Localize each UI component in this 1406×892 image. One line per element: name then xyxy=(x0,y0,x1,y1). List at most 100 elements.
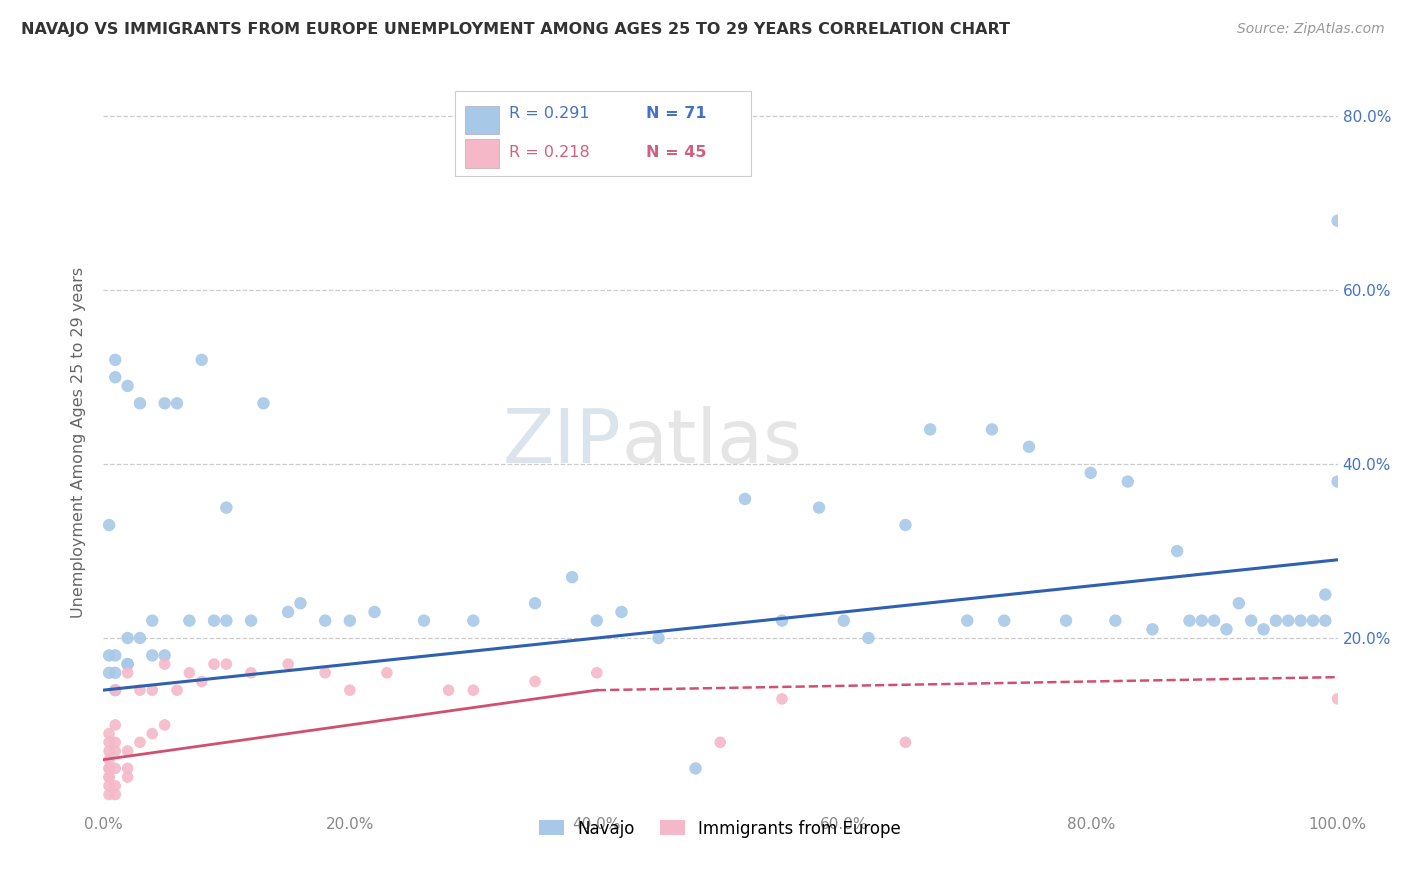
Point xyxy=(117,657,139,672)
Point xyxy=(685,761,707,775)
Point xyxy=(98,726,121,740)
Point xyxy=(463,614,485,628)
Point xyxy=(98,761,121,775)
Point xyxy=(190,352,212,367)
Point xyxy=(117,379,139,393)
Point xyxy=(894,735,917,749)
Text: ZIP: ZIP xyxy=(503,406,621,479)
Point xyxy=(1178,614,1201,628)
Point xyxy=(153,657,176,672)
Point xyxy=(179,614,201,628)
Point xyxy=(141,614,163,628)
Point xyxy=(314,665,336,680)
Point xyxy=(104,761,127,775)
Point xyxy=(980,422,1002,436)
Point xyxy=(709,735,731,749)
Point xyxy=(1240,614,1263,628)
Point xyxy=(339,614,361,628)
Text: R = 0.291: R = 0.291 xyxy=(509,106,589,121)
Point xyxy=(277,657,299,672)
Point xyxy=(1018,440,1040,454)
Point xyxy=(1326,213,1348,227)
Point xyxy=(808,500,831,515)
Point xyxy=(98,770,121,784)
Point xyxy=(129,396,152,410)
Point xyxy=(141,683,163,698)
Point xyxy=(1104,614,1126,628)
Point xyxy=(179,665,201,680)
Point xyxy=(1302,614,1324,628)
Point xyxy=(215,657,238,672)
Point xyxy=(98,744,121,758)
FancyBboxPatch shape xyxy=(465,139,499,168)
Point xyxy=(647,631,669,645)
Text: atlas: atlas xyxy=(621,406,803,479)
Point xyxy=(190,674,212,689)
Y-axis label: Unemployment Among Ages 25 to 29 years: Unemployment Among Ages 25 to 29 years xyxy=(72,267,86,618)
Point xyxy=(524,596,547,610)
Point xyxy=(770,691,793,706)
Point xyxy=(98,518,121,533)
Legend: Navajo, Immigrants from Europe: Navajo, Immigrants from Europe xyxy=(533,813,908,844)
Point xyxy=(375,665,398,680)
Point xyxy=(561,570,583,584)
Point xyxy=(104,788,127,802)
Point xyxy=(832,614,855,628)
Point xyxy=(339,683,361,698)
Point xyxy=(98,665,121,680)
Point xyxy=(104,352,127,367)
Point xyxy=(215,500,238,515)
Point xyxy=(1215,623,1237,637)
Point xyxy=(1315,614,1337,628)
Point xyxy=(1142,623,1164,637)
Point xyxy=(1277,614,1299,628)
Point xyxy=(104,744,127,758)
Point xyxy=(1116,475,1139,489)
Point xyxy=(117,744,139,758)
Point xyxy=(98,788,121,802)
Point xyxy=(98,753,121,767)
Point xyxy=(129,631,152,645)
Point xyxy=(1253,623,1275,637)
Point xyxy=(117,631,139,645)
Point xyxy=(1264,614,1286,628)
Point xyxy=(117,657,139,672)
Point xyxy=(240,665,263,680)
Point xyxy=(129,735,152,749)
Point xyxy=(585,614,607,628)
Point xyxy=(117,770,139,784)
Point xyxy=(993,614,1015,628)
Text: NAVAJO VS IMMIGRANTS FROM EUROPE UNEMPLOYMENT AMONG AGES 25 TO 29 YEARS CORRELAT: NAVAJO VS IMMIGRANTS FROM EUROPE UNEMPLO… xyxy=(21,22,1010,37)
Point xyxy=(104,648,127,663)
Point xyxy=(117,665,139,680)
Point xyxy=(166,683,188,698)
Point xyxy=(252,396,274,410)
Point xyxy=(166,396,188,410)
Point xyxy=(141,726,163,740)
Point xyxy=(240,614,263,628)
Text: R = 0.218: R = 0.218 xyxy=(509,145,591,161)
FancyBboxPatch shape xyxy=(454,92,751,177)
Point xyxy=(437,683,460,698)
Point xyxy=(153,396,176,410)
Point xyxy=(202,657,225,672)
Point xyxy=(104,370,127,384)
Point xyxy=(104,718,127,732)
Point xyxy=(1166,544,1188,558)
Point xyxy=(277,605,299,619)
Point xyxy=(104,779,127,793)
Text: N = 71: N = 71 xyxy=(647,106,707,121)
Point xyxy=(956,614,979,628)
Point xyxy=(117,761,139,775)
Text: Source: ZipAtlas.com: Source: ZipAtlas.com xyxy=(1237,22,1385,37)
Point xyxy=(202,614,225,628)
Point xyxy=(153,718,176,732)
Point xyxy=(413,614,436,628)
Point xyxy=(363,605,385,619)
Point xyxy=(104,683,127,698)
Point xyxy=(610,605,633,619)
Point xyxy=(104,735,127,749)
Point xyxy=(98,735,121,749)
Point xyxy=(98,761,121,775)
Point xyxy=(98,770,121,784)
